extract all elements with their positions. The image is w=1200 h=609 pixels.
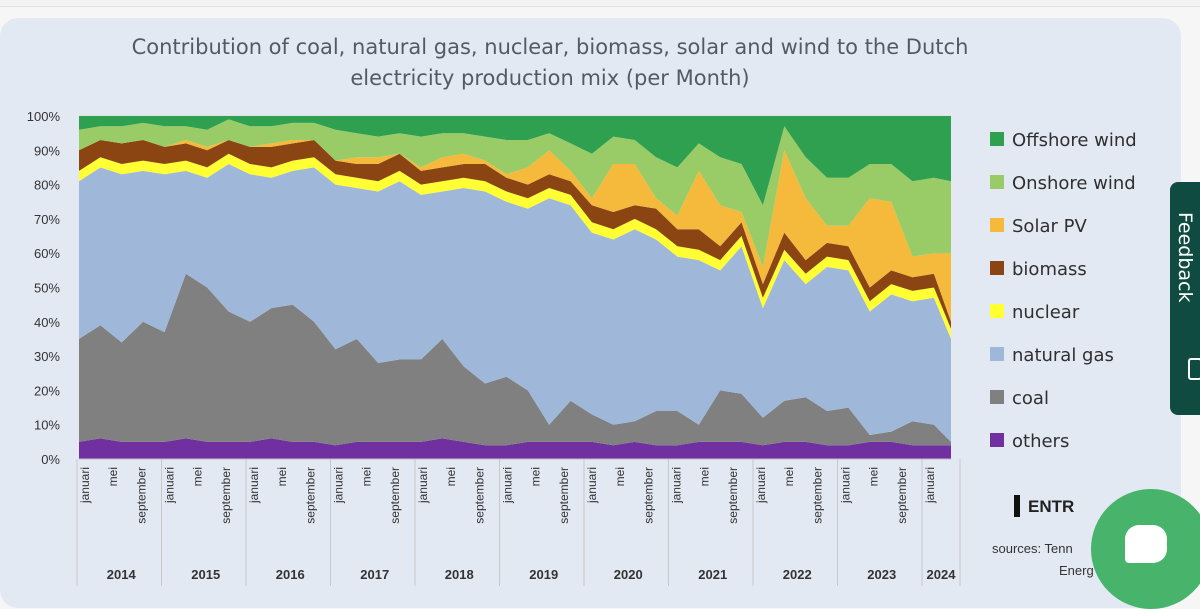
legend-label: Onshore wind xyxy=(1012,173,1136,194)
legend-label: nuclear xyxy=(1012,302,1080,323)
legend-swatch xyxy=(990,347,1004,361)
chat-button[interactable] xyxy=(1091,489,1200,609)
year-label: 2018 xyxy=(445,567,474,582)
chart-title: Contribution of coal, natural gas, nucle… xyxy=(132,35,969,59)
year-label: 2019 xyxy=(529,567,558,582)
month-label: januari xyxy=(416,467,430,504)
feedback-label: Feedback xyxy=(1174,212,1196,303)
y-tick-label: 30% xyxy=(34,349,60,364)
legend-swatch xyxy=(990,390,1004,404)
area-others xyxy=(79,438,951,459)
area-offshore-wind xyxy=(79,116,951,206)
month-label: januari xyxy=(501,467,515,504)
month-label: januari xyxy=(78,467,92,504)
legend-label: natural gas xyxy=(1012,345,1114,366)
logo-text: ENTR xyxy=(1028,497,1074,516)
sources-text: sources: Tenn xyxy=(992,541,1073,556)
month-label: januari xyxy=(754,467,768,504)
y-axis: 0% 10% 20% 30% 40% 50% 60% 70% 80% 90% 100% xyxy=(27,109,61,467)
area-natural-gas xyxy=(79,164,951,442)
y-tick-label: 60% xyxy=(34,246,60,261)
legend-swatch xyxy=(990,175,1004,189)
y-tick-label: 40% xyxy=(34,315,60,330)
month-label: mei xyxy=(529,467,543,486)
year-label: 2020 xyxy=(614,567,643,582)
sources-text-2: Energ xyxy=(1059,563,1094,578)
month-label: september xyxy=(895,467,909,524)
y-tick-label: 20% xyxy=(34,383,60,398)
year-label: 2023 xyxy=(867,567,896,582)
area-nuclear xyxy=(79,153,951,339)
month-label: januari xyxy=(839,467,853,504)
legend-swatch xyxy=(990,304,1004,318)
month-label: januari xyxy=(332,467,346,504)
legend-label: coal xyxy=(1012,388,1049,409)
year-label: 2014 xyxy=(107,567,137,582)
area-solar-pv xyxy=(79,140,951,322)
month-label: mei xyxy=(867,467,881,486)
month-label: september xyxy=(303,467,317,524)
month-label: september xyxy=(810,467,824,524)
legend-label: biomass xyxy=(1012,259,1087,280)
month-label: mei xyxy=(613,467,627,486)
feedback-tab[interactable]: Feedback xyxy=(1170,182,1200,415)
year-label: 2021 xyxy=(698,567,727,582)
feedback-icon xyxy=(1188,358,1200,380)
y-tick-label: 70% xyxy=(34,212,60,227)
month-label: januari xyxy=(670,467,684,504)
chart: Contribution of coal, natural gas, nucle… xyxy=(27,35,1137,586)
legend: Offshore wind Onshore wind Solar PV biomass… xyxy=(990,130,1137,452)
month-label: mei xyxy=(444,467,458,486)
y-tick-label: 0% xyxy=(41,452,60,467)
area-coal xyxy=(79,273,951,446)
legend-label: others xyxy=(1012,431,1069,452)
legend-label: Offshore wind xyxy=(1012,130,1137,151)
year-label: 2015 xyxy=(191,567,220,582)
month-label: september xyxy=(472,467,486,524)
month-label: mei xyxy=(698,467,712,486)
year-label: 2024 xyxy=(927,567,957,582)
month-label: mei xyxy=(360,467,374,486)
month-label: september xyxy=(726,467,740,524)
y-tick-label: 10% xyxy=(34,418,60,433)
legend-swatch xyxy=(990,218,1004,232)
year-label: 2017 xyxy=(360,567,389,582)
year-label: 2016 xyxy=(276,567,305,582)
chat-bubble-icon xyxy=(1125,525,1167,563)
month-label: mei xyxy=(782,467,796,486)
area-onshore-wind xyxy=(79,119,951,267)
top-strip xyxy=(0,0,1200,7)
legend-label: Solar PV xyxy=(1012,216,1087,237)
chart-title-line2: electricity production mix (per Month) xyxy=(350,66,749,90)
legend-swatch xyxy=(990,261,1004,275)
stacked-areas xyxy=(79,116,951,459)
month-label: september xyxy=(219,467,233,524)
month-label: januari xyxy=(585,467,599,504)
month-label: mei xyxy=(191,467,205,486)
y-tick-label: 50% xyxy=(34,281,60,296)
month-label: januari xyxy=(163,467,177,504)
month-label: september xyxy=(641,467,655,524)
month-label: januari xyxy=(923,467,937,504)
y-tick-label: 80% xyxy=(34,178,60,193)
month-label: september xyxy=(134,467,148,524)
y-tick-label: 100% xyxy=(27,109,61,124)
legend-swatch xyxy=(990,132,1004,146)
legend-swatch xyxy=(990,433,1004,447)
month-label: september xyxy=(557,467,571,524)
x-axis: januari mei september 2014 januari mei septemb… xyxy=(76,458,961,586)
month-label: mei xyxy=(106,467,120,486)
logo-mark xyxy=(1014,495,1020,517)
y-tick-label: 90% xyxy=(34,143,60,158)
month-label: september xyxy=(388,467,402,524)
year-label: 2022 xyxy=(783,567,812,582)
area-biomass xyxy=(79,140,951,329)
month-label: mei xyxy=(275,467,289,486)
month-label: januari xyxy=(247,467,261,504)
